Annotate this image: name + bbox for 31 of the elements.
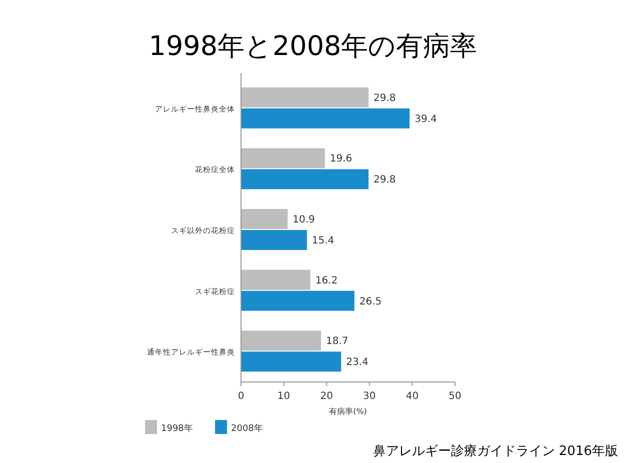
data-label: 18.7 bbox=[326, 336, 348, 348]
data-label: 10.9 bbox=[292, 214, 315, 226]
x-tick-label: 30 bbox=[363, 391, 376, 402]
legend-label: 1998年 bbox=[161, 423, 193, 434]
data-label: 26.5 bbox=[359, 296, 382, 308]
x-tick-label: 40 bbox=[406, 391, 419, 402]
bar bbox=[241, 209, 288, 229]
data-label: 23.4 bbox=[346, 357, 368, 368]
bar bbox=[241, 87, 369, 108]
x-tick-label: 20 bbox=[320, 391, 333, 402]
legend-label: 2008年 bbox=[231, 423, 263, 434]
text: 鼻アレルギー診療ガイドライン 2016年版 bbox=[372, 444, 618, 459]
data-label: 29.8 bbox=[374, 174, 396, 186]
bar bbox=[241, 230, 307, 250]
bar bbox=[241, 352, 342, 372]
data-label: 16.2 bbox=[315, 275, 338, 286]
x-tick-label: 0 bbox=[238, 391, 244, 402]
bar bbox=[241, 330, 322, 351]
bar bbox=[241, 290, 354, 311]
data-label: 19.6 bbox=[330, 154, 352, 165]
bar bbox=[241, 148, 325, 168]
bar bbox=[241, 169, 369, 190]
x-axis-title: 有病率(%) bbox=[329, 407, 367, 416]
data-label: 39.4 bbox=[414, 114, 437, 125]
x-tick-label: 10 bbox=[277, 391, 290, 402]
bar bbox=[241, 108, 410, 128]
x-tick-label: 50 bbox=[448, 391, 462, 402]
chart-title: 1998年と2008年の有病率 bbox=[148, 31, 478, 62]
data-label: 29.8 bbox=[374, 92, 396, 104]
bar bbox=[241, 270, 310, 290]
data-label: 15.4 bbox=[312, 236, 334, 246]
